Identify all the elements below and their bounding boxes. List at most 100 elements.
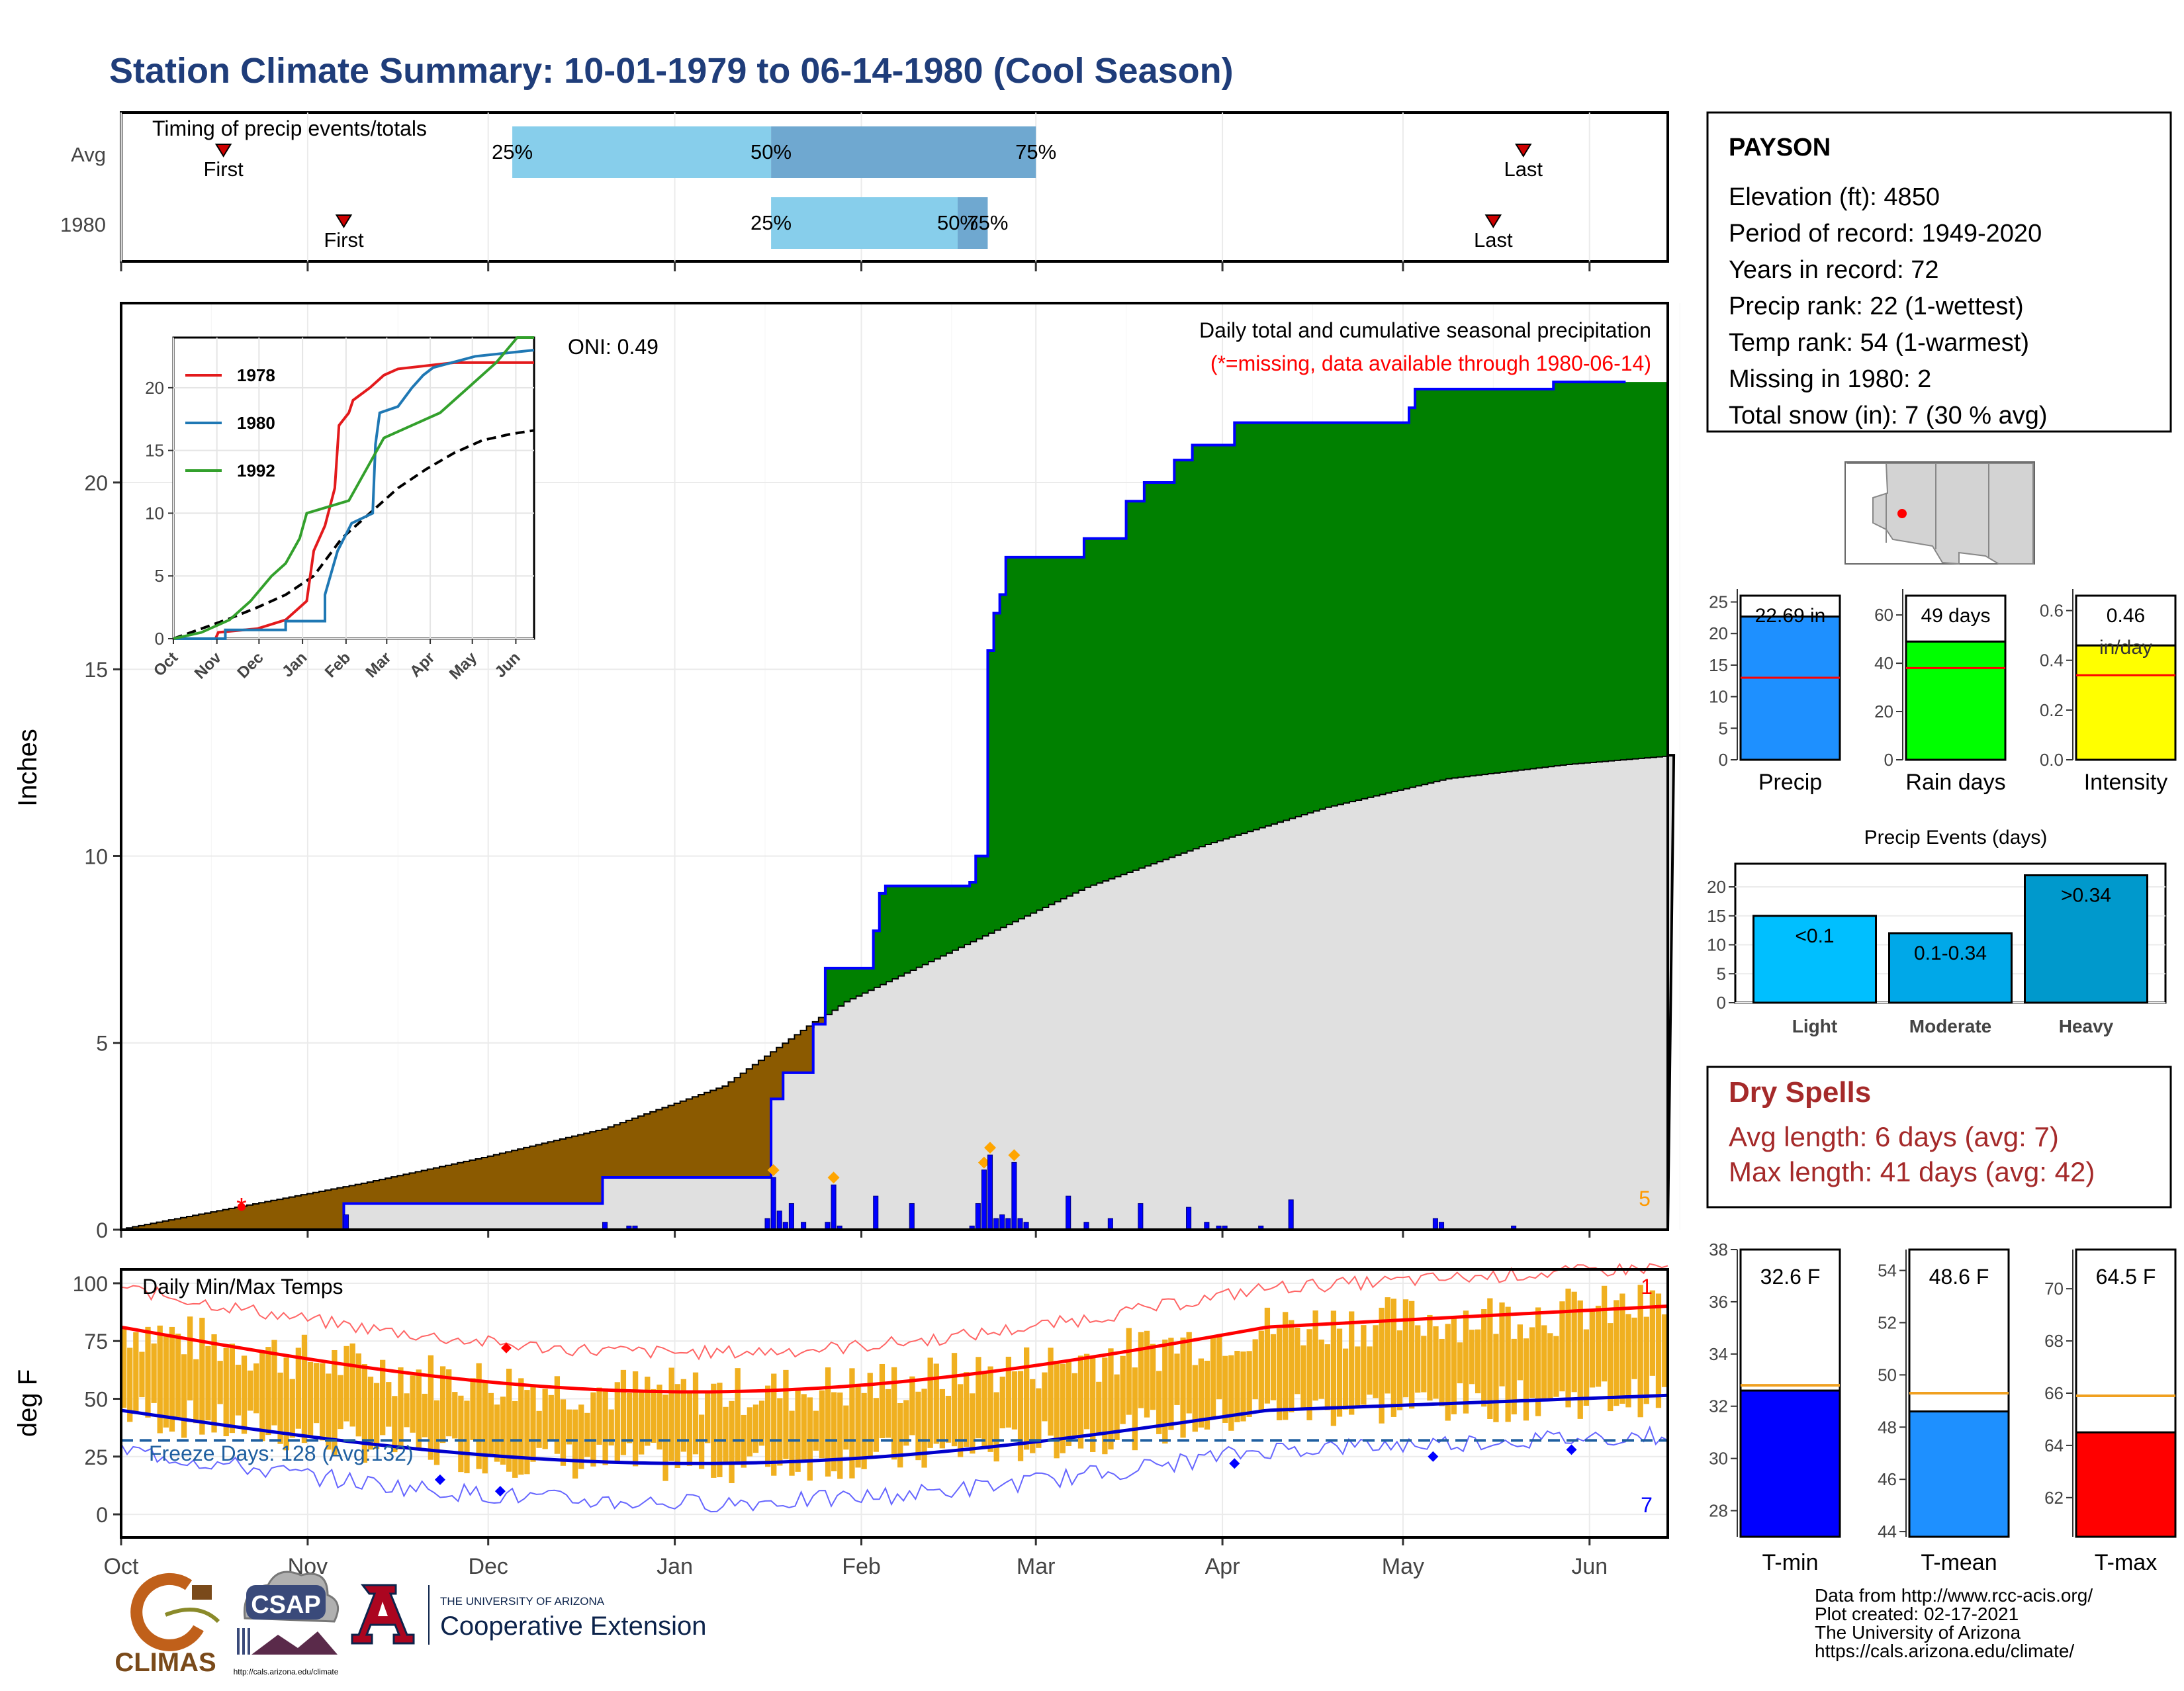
- daily-temp-bar: [777, 1398, 783, 1466]
- record-low-marker: [1566, 1444, 1577, 1455]
- daily-precip-bar: [1017, 1218, 1023, 1230]
- month-label-mar: Mar: [1017, 1554, 1056, 1579]
- timing-label-50: 50%: [937, 211, 978, 234]
- temp-summary-ytick-label: 36: [1709, 1292, 1728, 1312]
- daily-temp-bar: [1541, 1325, 1547, 1402]
- daily-temp-bar: [680, 1379, 686, 1452]
- timing-label-25: 25%: [751, 211, 792, 234]
- daily-temp-bar: [404, 1393, 410, 1428]
- daily-temp-bar: [439, 1366, 446, 1443]
- temp-summary-ytick-label: 34: [1709, 1344, 1728, 1364]
- daily-temp-bar: [1216, 1334, 1222, 1400]
- daily-precip-bar: [343, 1214, 349, 1230]
- summary-bar-charts: 0 5 10 15 20 25 22.69 in Precip 0 20 40 60 49 days Ra…: [1709, 589, 2177, 795]
- daily-temp-bar: [1077, 1355, 1084, 1449]
- daily-temp-bar: [1493, 1334, 1499, 1422]
- daily-temp-bar: [764, 1385, 771, 1467]
- summary-value: 22.69 in: [1755, 605, 1826, 627]
- footer-line: Plot created: 02-17-2021: [1815, 1604, 2019, 1624]
- temp-ylabel: deg F: [13, 1369, 42, 1437]
- daily-temp-bar: [326, 1373, 332, 1450]
- daily-temp-bar: [1631, 1317, 1637, 1379]
- csap-logo: CSAP http://cals.arizona.edu/climate: [234, 1571, 340, 1676]
- daily-temp-bar: [1156, 1371, 1162, 1434]
- daily-temp-bar: [1066, 1361, 1071, 1447]
- events-title: Precip Events (days): [1864, 827, 2048, 848]
- daily-temp-bar: [163, 1334, 169, 1428]
- daily-temp-bar: [1565, 1289, 1571, 1408]
- daily-temp-bar: [464, 1400, 470, 1473]
- daily-temp-bar: [1355, 1346, 1361, 1408]
- daily-temp-bar: [825, 1367, 831, 1477]
- daily-temp-bar: [458, 1395, 464, 1473]
- daily-temp-bar: [1289, 1320, 1295, 1412]
- daily-temp-bar: [332, 1349, 338, 1455]
- daily-temp-bar: [157, 1325, 163, 1434]
- summary-ytick-label: 0.6: [2040, 601, 2064, 621]
- daily-temp-bar: [1661, 1314, 1668, 1387]
- daily-temp-bar: [674, 1384, 680, 1468]
- daily-temp-bar: [789, 1410, 795, 1476]
- daily-temp-bar: [1252, 1339, 1258, 1400]
- summary-value-unit: in/day: [2099, 637, 2152, 659]
- daily-temp-bar: [843, 1405, 849, 1450]
- daily-temp-bar: [1469, 1330, 1475, 1385]
- daily-temp-bar: [981, 1371, 987, 1447]
- daily-temp-bar: [211, 1334, 217, 1433]
- daily-temp-bar: [1487, 1298, 1493, 1419]
- temp-summary-ytick-label: 62: [2044, 1488, 2064, 1508]
- month-label-dec: Dec: [468, 1554, 508, 1579]
- temp-summary-ytick-label: 38: [1709, 1240, 1728, 1259]
- summary-value: 49 days: [1921, 605, 1990, 627]
- precip-corner-count: 5: [1639, 1187, 1651, 1211]
- station-info-line: Temp rank: 54 (1-warmest): [1729, 329, 2029, 357]
- daily-temp-bar: [1535, 1307, 1541, 1416]
- daily-temp-bar: [1463, 1310, 1469, 1414]
- daily-temp-bar: [320, 1363, 326, 1441]
- daily-temp-bar: [626, 1393, 633, 1443]
- daily-temp-bar: [885, 1389, 891, 1438]
- temp-summary-ytick-label: 50: [1878, 1365, 1897, 1385]
- daily-temp-bar: [1421, 1336, 1427, 1393]
- daily-temp-bar: [1511, 1338, 1517, 1415]
- daily-temp-bar: [1011, 1371, 1018, 1430]
- daily-temp-bar: [572, 1409, 578, 1479]
- daily-temp-bar: [602, 1388, 608, 1465]
- timing-label-75: 75%: [967, 211, 1008, 234]
- daily-temp-bar: [1529, 1327, 1535, 1398]
- record-low-marker: [1229, 1458, 1240, 1469]
- temp-ytick-label: 0: [96, 1503, 108, 1527]
- daily-temp-bar: [1180, 1337, 1186, 1438]
- daily-temp-bar: [807, 1397, 813, 1481]
- daily-temp-bar: [879, 1363, 886, 1438]
- daily-temp-bar: [1361, 1325, 1367, 1405]
- daily-temp-bar: [662, 1394, 668, 1481]
- daily-temp-bar: [801, 1394, 807, 1461]
- daily-temp-bar: [1054, 1361, 1060, 1459]
- daily-precip-bar: [1066, 1195, 1071, 1230]
- daily-temp-bar: [482, 1381, 488, 1474]
- daily-precip-bar: [764, 1218, 770, 1230]
- daily-temp-bar: [1083, 1353, 1090, 1430]
- events-category: Moderate: [1909, 1016, 1991, 1036]
- timing-label-75: 75%: [1015, 140, 1056, 163]
- daily-temp-bar: [169, 1326, 175, 1432]
- daily-temp-bar: [1283, 1312, 1289, 1420]
- daily-temp-bar: [711, 1383, 717, 1478]
- daily-temp-bar: [301, 1334, 308, 1443]
- daily-temp-bar: [1204, 1360, 1210, 1430]
- daily-temp-bar: [584, 1412, 590, 1457]
- daily-temp-bar: [1367, 1346, 1373, 1395]
- temp-summary-t-max: 62 64 66 68 70 64.5 F T-max: [2044, 1248, 2177, 1575]
- daily-temp-bar: [1379, 1307, 1385, 1424]
- precip-ytick-label: 0: [96, 1218, 108, 1242]
- daily-temp-bar: [1222, 1355, 1228, 1423]
- daily-temp-bar: [488, 1393, 494, 1456]
- daily-temp-bar: [373, 1383, 380, 1449]
- ua-logo: THE UNIVERSITY OF ARIZONA Cooperative Ex…: [351, 1584, 706, 1645]
- station-info-line: Period of record: 1949-2020: [1729, 220, 2042, 248]
- daily-temp-bar: [1547, 1333, 1553, 1400]
- daily-temp-bar: [831, 1392, 837, 1472]
- daily-temp-bar: [1090, 1357, 1096, 1452]
